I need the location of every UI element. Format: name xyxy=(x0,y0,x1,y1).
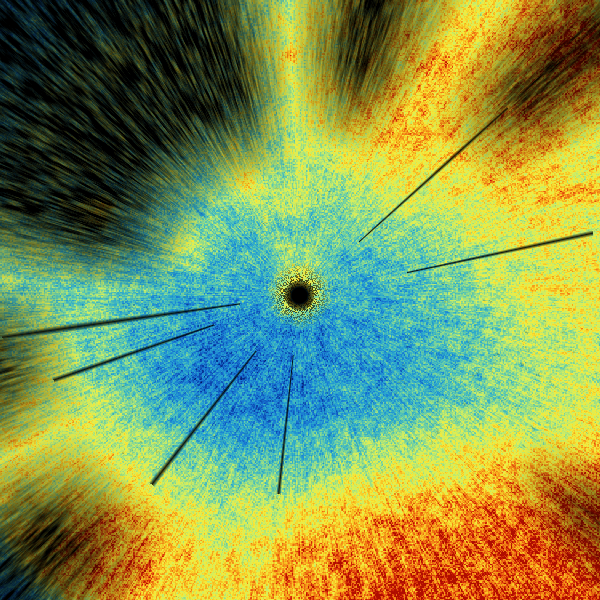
radar-reflectivity-heatmap xyxy=(0,0,600,600)
radar-image-viewport xyxy=(0,0,600,600)
